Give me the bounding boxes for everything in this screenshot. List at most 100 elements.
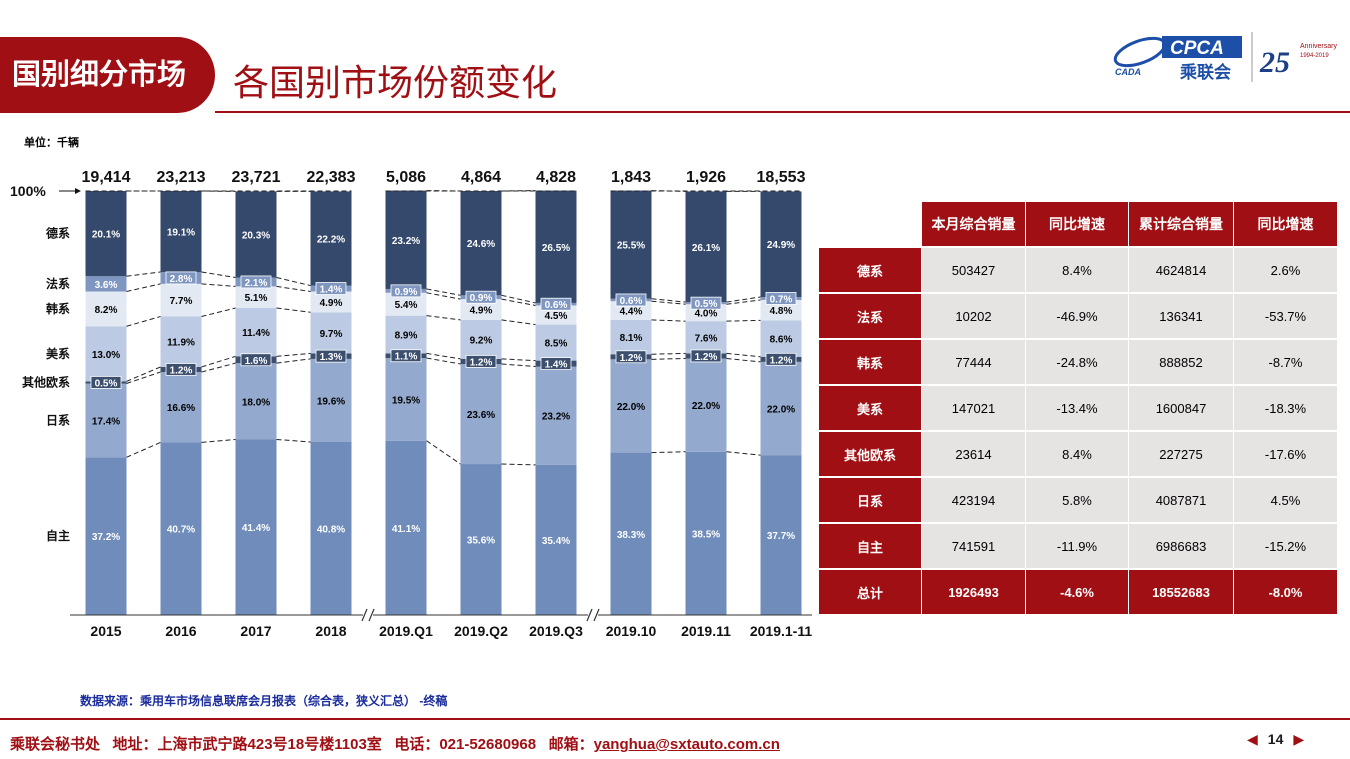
segment-label: 35.4% (542, 536, 570, 547)
connector-line (201, 355, 236, 368)
table-corner (819, 202, 922, 248)
segment-label: 8.9% (395, 331, 418, 342)
footer-divider (0, 718, 1350, 720)
bar-segment (385, 292, 427, 316)
connector-line (501, 363, 536, 368)
segment-label: 23.2% (542, 412, 570, 423)
segment-label-box (765, 292, 797, 305)
connector-line (426, 357, 461, 365)
bar-segment (235, 308, 277, 357)
segment-label-box (540, 357, 572, 370)
table-row: 日系 423194 5.8% 4087871 4.5% (819, 478, 1338, 524)
connector-line (651, 300, 686, 305)
bar-segment (535, 464, 577, 615)
cell-month-yoy: -24.8% (1026, 340, 1129, 386)
bar-segment (85, 276, 127, 292)
connector-line (726, 451, 761, 456)
bar-segment (460, 299, 502, 320)
segment-label: 9.2% (470, 335, 493, 346)
connector-line (501, 294, 536, 304)
segment-label: 1.6% (245, 356, 268, 367)
series-label: 自主 (46, 528, 70, 543)
col-header-month-sales: 本月综合销量 (922, 202, 1026, 248)
connector-line (501, 298, 536, 306)
x-tick-label: 2019.Q3 (529, 623, 583, 639)
segment-label: 24.9% (767, 240, 795, 251)
table-row: 德系 503427 8.4% 4624814 2.6% (819, 248, 1338, 294)
x-tick-label: 2018 (315, 623, 346, 639)
total-label: 23,721 (232, 169, 281, 186)
segment-label: 38.5% (692, 529, 720, 540)
total-label: 1,843 (611, 169, 651, 186)
col-header-ytd-sales: 累计综合销量 (1129, 202, 1234, 248)
segment-label: 4.0% (695, 309, 718, 320)
bar-segment (235, 191, 277, 278)
bar-segment (310, 291, 352, 313)
segment-label: 11.9% (167, 338, 195, 349)
bar-segment (85, 191, 127, 277)
segment-label: 37.7% (767, 531, 795, 542)
segment-label: 2.1% (245, 278, 268, 289)
segment-label: 1.2% (770, 355, 793, 366)
next-page-icon[interactable]: ▶ (1293, 731, 1305, 747)
anniversary-25-icon: 25 (1259, 46, 1290, 79)
sales-table: 本月综合销量 同比增速 累计综合销量 同比增速 德系 503427 8.4% 4624… (819, 202, 1338, 616)
segment-label: 8.6% (770, 335, 793, 346)
connector-line (726, 319, 761, 322)
segment-label: 40.8% (317, 525, 345, 536)
footer-phone: 电话：021-52680968 (394, 736, 537, 753)
bar-segment (310, 358, 352, 443)
segment-label-box (465, 290, 497, 304)
segment-label: 22.0% (617, 402, 645, 413)
bar-segment (160, 316, 202, 367)
footer-org: 乘联会秘书处 (10, 736, 101, 753)
axis-break-mark (368, 608, 375, 622)
segment-label: 5.1% (245, 293, 268, 304)
x-tick-label: 2016 (165, 623, 196, 639)
connector-line (501, 319, 536, 326)
connector-line (501, 463, 536, 466)
bar-segment (460, 319, 502, 359)
cell-month-sales: 423194 (922, 478, 1026, 524)
connector-line (276, 358, 311, 364)
connector-line (276, 285, 311, 292)
cell-ytd-sales: 4624814 (1129, 248, 1234, 294)
axis-break-gap (588, 608, 598, 622)
total-ytd-sales: 18552683 (1129, 570, 1234, 616)
segment-label: 0.9% (395, 287, 418, 298)
connector-line (126, 441, 161, 458)
segment-label-box (390, 349, 422, 363)
total-ytd-yoy: -8.0% (1234, 570, 1338, 616)
cell-ytd-sales: 227275 (1129, 432, 1234, 478)
cell-ytd-yoy: -53.7% (1234, 294, 1338, 340)
cell-month-yoy: -46.9% (1026, 294, 1129, 340)
segment-label-box (765, 352, 797, 366)
connector-line (426, 292, 461, 300)
total-label: 19,414 (82, 169, 131, 186)
segment-label-box (690, 349, 722, 363)
cell-ytd-yoy: -17.6% (1234, 432, 1338, 478)
segment-label: 26.5% (542, 243, 570, 254)
bar-segment (160, 442, 202, 615)
total-month-sales: 1926493 (922, 570, 1026, 616)
bar-segment (235, 363, 277, 440)
bar-segment (310, 191, 352, 286)
footer-email-link[interactable]: yanghua@sxtauto.com.cn (593, 736, 780, 753)
bar-segment (685, 191, 727, 303)
bar-segment (760, 299, 802, 321)
prev-page-icon[interactable]: ◀ (1247, 731, 1258, 747)
series-label: 日系 (46, 412, 70, 427)
connector-line (201, 283, 236, 287)
segment-label: 22.0% (767, 405, 795, 416)
bar-segment (385, 358, 427, 441)
segment-label: 9.7% (320, 329, 343, 340)
connector-line (201, 307, 236, 317)
segment-label: 1.1% (395, 352, 418, 363)
cpca-name: 乘联会 (1179, 62, 1231, 83)
cell-ytd-yoy: -8.7% (1234, 340, 1338, 386)
row-label: 韩系 (819, 340, 922, 386)
table-row: 其他欧系 23614 8.4% 227275 -17.6% (819, 432, 1338, 478)
connector-line (726, 296, 761, 303)
bar-segment (385, 190, 427, 289)
bar-segment (760, 361, 802, 456)
